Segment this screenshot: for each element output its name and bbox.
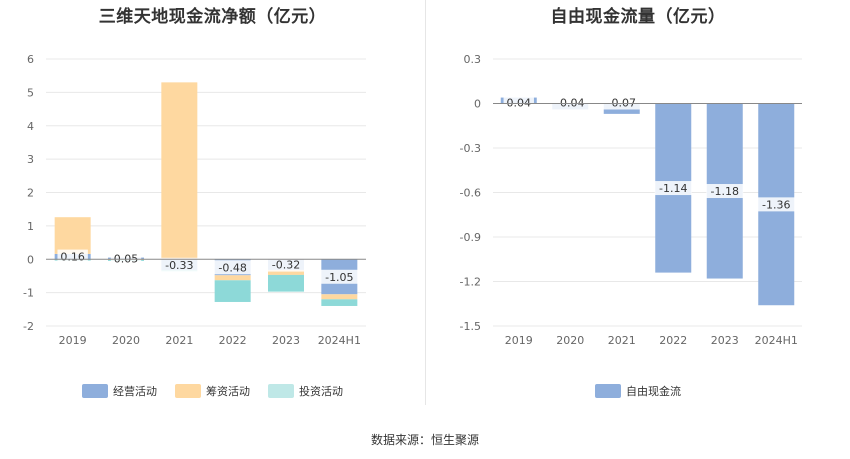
panel-divider [425, 0, 426, 405]
x-tick-label: 2024H1 [755, 334, 798, 347]
legend-swatch-financing [175, 384, 201, 398]
net-cashflow-legend: 经营活动 筹资活动 投资活动 [0, 383, 425, 399]
data-label: -1.36 [762, 198, 790, 211]
x-tick-label: 2019 [59, 334, 87, 347]
data-label: -1.14 [659, 182, 687, 195]
x-tick-label: 2020 [112, 334, 140, 347]
bar-筹资活动-2023 [268, 269, 304, 275]
free-cashflow-legend: 自由现金流 [426, 383, 850, 399]
bar-筹资活动-2022 [214, 275, 251, 281]
net-cashflow-chart: 6543210-1-220190.1620200.052021-0.332022… [23, 53, 366, 347]
legend-label-investing: 投资活动 [299, 385, 343, 398]
bar-投资活动-2024H1 [321, 299, 358, 306]
y-tick-label: -2 [23, 320, 34, 333]
net-cashflow-chart-panel: 三维天地现金流净额（亿元） 6 5 4 3 2 1 0 -1 -2 2019 0.16 2020 0.0… [0, 0, 425, 410]
y-tick-label: -0.9 [460, 231, 481, 244]
data-label-bg [214, 260, 252, 275]
data-label-bg [706, 184, 744, 199]
x-tick-label: 2021 [165, 334, 193, 347]
free-cashflow-chart: 0.30-0.3-0.6-0.9-1.2-1.520190.042020-0.0… [460, 53, 802, 347]
y-tick-label: -1.5 [460, 320, 481, 333]
legend-item-financing[interactable]: 筹资活动 [175, 383, 250, 399]
x-tick-label: 2022 [659, 334, 687, 347]
legend-label-operating: 经营活动 [113, 385, 157, 398]
bar-投资活动-2023 [268, 274, 304, 292]
data-label-bg [57, 249, 88, 264]
legend-label-financing: 筹资活动 [206, 385, 250, 398]
data-label: -0.48 [218, 261, 246, 274]
x-tick-label: 2024H1 [318, 334, 361, 347]
data-label-bg [160, 257, 198, 272]
y-tick-label: 4 [27, 120, 34, 133]
y-tick-label: -1.2 [460, 276, 481, 289]
x-tick-label: 2021 [608, 334, 636, 347]
data-label-bg [503, 95, 534, 110]
data-label-bg [757, 197, 795, 212]
data-label-bg [654, 181, 692, 196]
data-label-bg [551, 95, 589, 110]
net-cashflow-chart-title: 三维天地现金流净额（亿元） [98, 7, 327, 27]
y-tick-label: -1 [23, 287, 34, 300]
data-label: -0.33 [165, 259, 193, 272]
y-tick-label: -0.3 [460, 142, 481, 155]
bar-筹资活动-2019 [54, 217, 91, 254]
x-tick-label: 2023 [272, 334, 300, 347]
data-label-bg [603, 95, 641, 110]
x-tick-label: 2020 [556, 334, 584, 347]
x-tick-label: 2023 [711, 334, 739, 347]
data-label: -1.18 [711, 185, 739, 198]
y-tick-label: 0 [474, 98, 481, 111]
data-label: -0.32 [272, 259, 300, 272]
bar-投资活动-2022 [214, 280, 251, 302]
x-tick-label: 2019 [505, 334, 533, 347]
data-label-bg [267, 257, 305, 272]
data-label-bg [110, 251, 142, 266]
legend-item-investing[interactable]: 投资活动 [268, 383, 343, 399]
legend-item-free-cashflow[interactable]: 自由现金流 [595, 383, 681, 399]
y-tick-label: 1 [27, 220, 34, 233]
data-label-bg [320, 269, 358, 284]
data-source-note: 数据来源：恒生聚源 [370, 433, 479, 447]
legend-swatch-free-cashflow [595, 384, 621, 398]
legend-item-operating[interactable]: 经营活动 [82, 383, 157, 399]
y-tick-label: 3 [27, 153, 34, 166]
legend-swatch-investing [268, 384, 294, 398]
bar-筹资活动-2024H1 [321, 294, 358, 300]
y-tick-label: 6 [27, 53, 34, 66]
data-label: 0.16 [60, 251, 85, 264]
data-label: -1.05 [325, 271, 353, 284]
y-tick-label: 0 [27, 253, 34, 266]
y-tick-label: 2 [27, 187, 34, 200]
legend-swatch-operating [82, 384, 108, 398]
free-cashflow-chart-title: 自由现金流量（亿元） [550, 7, 726, 27]
free-cashflow-chart-panel: 自由现金流量（亿元） 0.3 0 -0.3 -0.6 -0.9 -1.2 -1.5 2019 0… [426, 0, 850, 410]
y-tick-label: 5 [27, 86, 34, 99]
x-tick-label: 2022 [219, 334, 247, 347]
y-tick-label: 0.3 [464, 53, 482, 66]
y-tick-label: -0.6 [460, 187, 481, 200]
legend-label-free-cashflow: 自由现金流 [626, 385, 681, 398]
bar-筹资活动-2021 [161, 82, 198, 260]
